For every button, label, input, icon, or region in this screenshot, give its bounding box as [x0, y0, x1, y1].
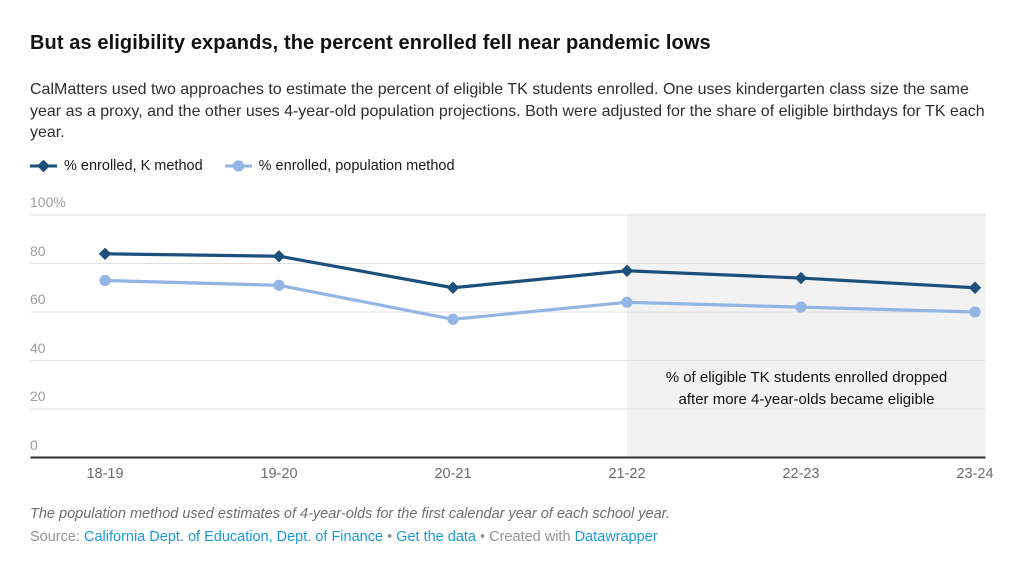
source-label: Source:	[30, 529, 84, 545]
data-point-population-method-22-23[interactable]	[795, 301, 807, 313]
series-line-population-method	[103, 278, 977, 321]
get-the-data-link[interactable]: Get the data	[396, 529, 476, 545]
x-axis-label-23-24: 23-24	[956, 466, 994, 482]
x-axis-label-20-21: 20-21	[434, 466, 472, 482]
x-axis-label-18-19: 18-19	[86, 466, 124, 482]
series-line-k-method	[103, 252, 977, 290]
x-axis-label-21-22: 21-22	[608, 466, 646, 482]
y-axis-label-60: 60	[30, 291, 46, 307]
highlight-region	[627, 213, 986, 458]
datawrapper-link[interactable]: Datawrapper	[574, 529, 658, 545]
y-axis-label-0: 0	[30, 436, 38, 453]
annotation-line-1: % of eligible TK students enrolled dropp…	[665, 369, 948, 386]
chart-description: CalMatters used two approaches to estima…	[30, 81, 985, 141]
data-point-population-method-18-19[interactable]	[99, 274, 111, 287]
y-axis-label-40: 40	[30, 339, 46, 356]
data-point-population-method-19-20[interactable]	[273, 279, 285, 291]
x-axis-label-22-23: 22-23	[782, 466, 820, 482]
data-point-k-method-22-23[interactable]	[794, 271, 808, 285]
x-axis-label-19-20: 19-20	[260, 466, 298, 482]
diamond-marker-icon	[30, 159, 57, 173]
plot-area	[30, 213, 986, 459]
legend: % enrolled, K method % enrolled, populat…	[30, 158, 455, 174]
separator-dot: •	[475, 529, 490, 545]
created-with-label: Created with	[489, 529, 575, 545]
annotation-line-2: after more 4-year-olds became eligible	[678, 390, 935, 408]
data-point-k-method-20-21[interactable]	[446, 281, 460, 294]
data-point-population-method-20-21[interactable]	[447, 313, 459, 325]
chart-footnote: The population method used estimates of …	[30, 506, 670, 522]
y-axis-label-100: 100%	[30, 194, 66, 210]
data-point-k-method-21-22[interactable]	[620, 264, 634, 277]
circle-marker-icon	[224, 160, 252, 172]
data-point-population-method-21-22[interactable]	[621, 296, 633, 308]
annotation: % of eligible TK students enrolled dropp…	[627, 367, 986, 410]
legend-item-population-method: % enrolled, population method	[224, 158, 455, 174]
y-axis-label-80: 80	[30, 242, 46, 259]
source-link[interactable]: California Dept. of Education, Dept. of …	[84, 529, 384, 545]
legend-item-k-method: % enrolled, K method	[30, 158, 203, 174]
legend-label: % enrolled, K method	[64, 158, 203, 174]
data-point-k-method-23-24[interactable]	[968, 281, 982, 294]
data-point-k-method-19-20[interactable]	[272, 250, 286, 263]
y-axis-label-20: 20	[30, 388, 46, 404]
separator-dot: •	[383, 529, 397, 545]
data-point-population-method-23-24[interactable]	[969, 306, 981, 318]
data-point-k-method-18-19[interactable]	[98, 247, 112, 260]
chart-title: But as eligibility expands, the percent …	[30, 32, 711, 54]
legend-label: % enrolled, population method	[258, 158, 455, 174]
source-line: Source: California Dept. of Education, D…	[30, 529, 1010, 545]
